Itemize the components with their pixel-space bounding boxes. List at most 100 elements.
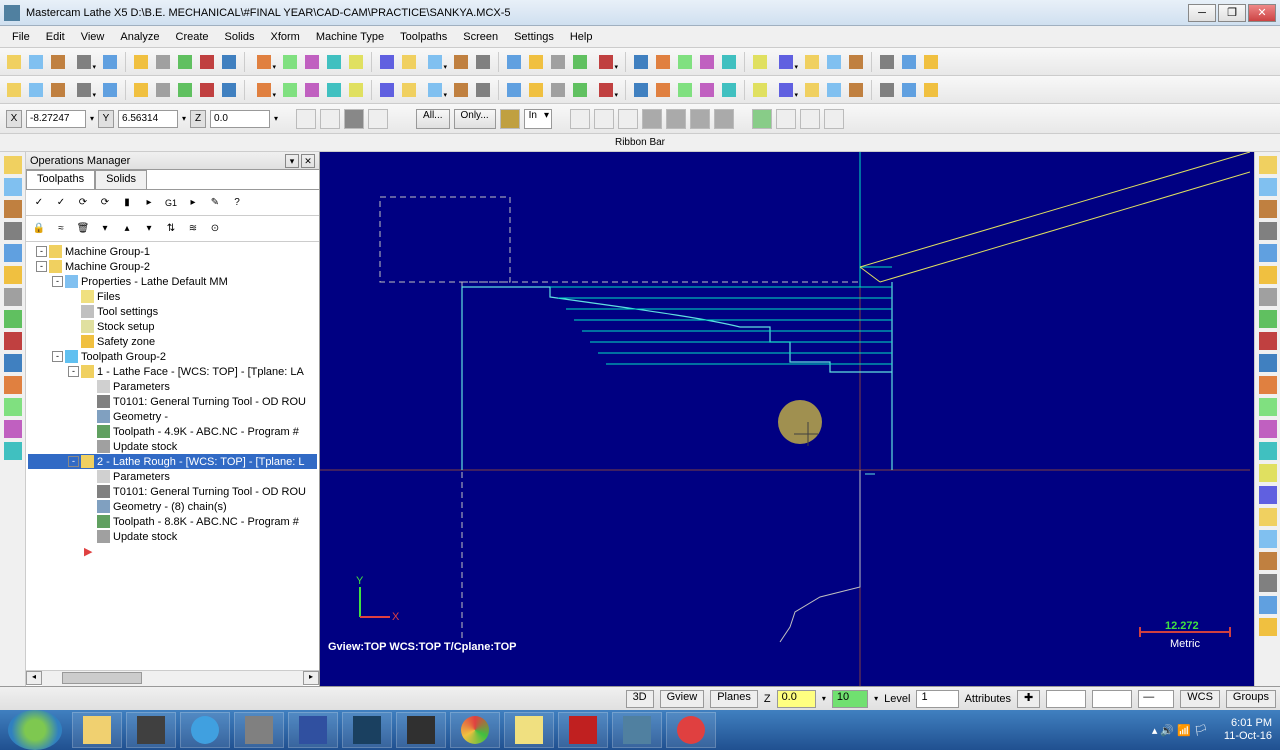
opmgr-tb2-6[interactable]: ▾: [140, 220, 158, 238]
tree-row[interactable]: Geometry -: [28, 409, 317, 424]
rightrail-item-1[interactable]: [1259, 178, 1277, 196]
minimize-button[interactable]: ─: [1188, 4, 1216, 22]
tree-row[interactable]: Toolpath - 4.9K - ABC.NC - Program #: [28, 424, 317, 439]
rightrail-item-16[interactable]: [1259, 508, 1277, 526]
opmgr-tb2-4[interactable]: ▾: [96, 220, 114, 238]
tb2-btn-6[interactable]: [153, 80, 173, 100]
menu-solids[interactable]: Solids: [217, 29, 263, 45]
menu-edit[interactable]: Edit: [38, 29, 73, 45]
opmgr-tb2-9[interactable]: ⊙: [206, 220, 224, 238]
start-button[interactable]: [8, 710, 62, 750]
rightrail-item-18[interactable]: [1259, 552, 1277, 570]
rightrail-item-7[interactable]: [1259, 310, 1277, 328]
tb2-btn-3[interactable]: [70, 80, 98, 100]
menu-settings[interactable]: Settings: [506, 29, 562, 45]
tb1-btn-32[interactable]: [802, 52, 822, 72]
opmgr-tb-help[interactable]: ?: [228, 194, 246, 212]
status-z-input[interactable]: 0.0: [777, 690, 816, 708]
tb2-btn-4[interactable]: [100, 80, 120, 100]
tb2-btn-29[interactable]: [719, 80, 739, 100]
opmgr-tb-g1[interactable]: G1: [162, 194, 180, 212]
tree-expander[interactable]: -: [68, 456, 79, 467]
x-input[interactable]: [26, 110, 86, 128]
task-chrome[interactable]: [450, 712, 500, 748]
tb2-btn-28[interactable]: [697, 80, 717, 100]
tb2-btn-34[interactable]: [846, 80, 866, 100]
tb1-btn-4[interactable]: [100, 52, 120, 72]
leftrail-item-4[interactable]: [4, 244, 22, 262]
tb2-btn-5[interactable]: [131, 80, 151, 100]
tray-icons[interactable]: ▴ 🔊 📶 🏳: [1152, 724, 1208, 737]
leftrail-item-7[interactable]: [4, 310, 22, 328]
leftrail-item-6[interactable]: [4, 288, 22, 306]
tb2-btn-36[interactable]: [899, 80, 919, 100]
rightrail-item-20[interactable]: [1259, 596, 1277, 614]
tb2-btn-23[interactable]: [570, 80, 590, 100]
status-attr-3[interactable]: [1092, 690, 1132, 708]
tb2-btn-0[interactable]: [4, 80, 24, 100]
opmgr-tb2-1[interactable]: 🔒: [30, 220, 48, 238]
tb1-btn-35[interactable]: [877, 52, 897, 72]
opmgr-tb2-8[interactable]: ≋: [184, 220, 202, 238]
task-explorer[interactable]: [72, 712, 122, 748]
rightrail-item-5[interactable]: [1259, 266, 1277, 284]
menu-file[interactable]: File: [4, 29, 38, 45]
tree-expander[interactable]: -: [36, 261, 47, 272]
select-only-button[interactable]: Only...: [454, 109, 496, 129]
tb1-btn-34[interactable]: [846, 52, 866, 72]
tb1-btn-20[interactable]: [504, 52, 524, 72]
tb1-btn-33[interactable]: [824, 52, 844, 72]
rightrail-item-3[interactable]: [1259, 222, 1277, 240]
tb1-btn-7[interactable]: [175, 52, 195, 72]
tb2-btn-32[interactable]: [802, 80, 822, 100]
rightrail-item-10[interactable]: [1259, 376, 1277, 394]
coord-tool-1[interactable]: [296, 109, 316, 129]
tb2-btn-17[interactable]: [421, 80, 449, 100]
coord-tool-3[interactable]: [344, 109, 364, 129]
tb2-btn-13[interactable]: [324, 80, 344, 100]
tree-row[interactable]: Geometry - (8) chain(s): [28, 499, 317, 514]
tb2-btn-8[interactable]: [197, 80, 217, 100]
tb1-btn-9[interactable]: [219, 52, 239, 72]
tb1-btn-29[interactable]: [719, 52, 739, 72]
rightrail-item-8[interactable]: [1259, 332, 1277, 350]
tb1-btn-18[interactable]: [451, 52, 471, 72]
tree-row[interactable]: -Machine Group-2: [28, 259, 317, 274]
tb2-btn-14[interactable]: [346, 80, 366, 100]
tree-row[interactable]: Tool settings: [28, 304, 317, 319]
opmgr-tb-select[interactable]: ✓: [30, 194, 48, 212]
tb1-btn-16[interactable]: [399, 52, 419, 72]
tb1-btn-25[interactable]: [631, 52, 651, 72]
tree-row[interactable]: -Properties - Lathe Default MM: [28, 274, 317, 289]
tb1-btn-15[interactable]: [377, 52, 397, 72]
opmgr-close[interactable]: ✕: [301, 154, 315, 168]
opmgr-tb-opts[interactable]: ✎: [206, 194, 224, 212]
tray-clock[interactable]: 6:01 PM 11-Oct-16: [1224, 717, 1272, 743]
select-in-dropdown[interactable]: In: [524, 109, 552, 129]
tree-row[interactable]: T0101: General Turning Tool - OD ROU: [28, 484, 317, 499]
tree-expander[interactable]: -: [36, 246, 47, 257]
opmgr-tb-regen[interactable]: ⟳: [74, 194, 92, 212]
tb2-btn-26[interactable]: [653, 80, 673, 100]
menu-help[interactable]: Help: [562, 29, 601, 45]
filter-6[interactable]: [690, 109, 710, 129]
hscroll-left[interactable]: ◂: [26, 671, 42, 685]
leftrail-item-9[interactable]: [4, 354, 22, 372]
tree-expander[interactable]: -: [52, 276, 63, 287]
opmgr-tab-toolpaths[interactable]: Toolpaths: [26, 170, 95, 189]
tree-row[interactable]: -2 - Lathe Rough - [WCS: TOP] - [Tplane:…: [28, 454, 317, 469]
tree-expander[interactable]: -: [52, 351, 63, 362]
opmgr-tab-solids[interactable]: Solids: [95, 170, 147, 189]
tb1-btn-23[interactable]: [570, 52, 590, 72]
menu-view[interactable]: View: [73, 29, 113, 45]
tree-row[interactable]: Safety zone: [28, 334, 317, 349]
filter-10[interactable]: [800, 109, 820, 129]
tb2-btn-30[interactable]: [750, 80, 770, 100]
status-attr-1[interactable]: ✚: [1017, 690, 1040, 708]
tb2-btn-15[interactable]: [377, 80, 397, 100]
tb2-btn-27[interactable]: [675, 80, 695, 100]
z-input[interactable]: [210, 110, 270, 128]
tree-row[interactable]: -Toolpath Group-2: [28, 349, 317, 364]
coord-tool-2[interactable]: [320, 109, 340, 129]
maximize-button[interactable]: ❐: [1218, 4, 1246, 22]
